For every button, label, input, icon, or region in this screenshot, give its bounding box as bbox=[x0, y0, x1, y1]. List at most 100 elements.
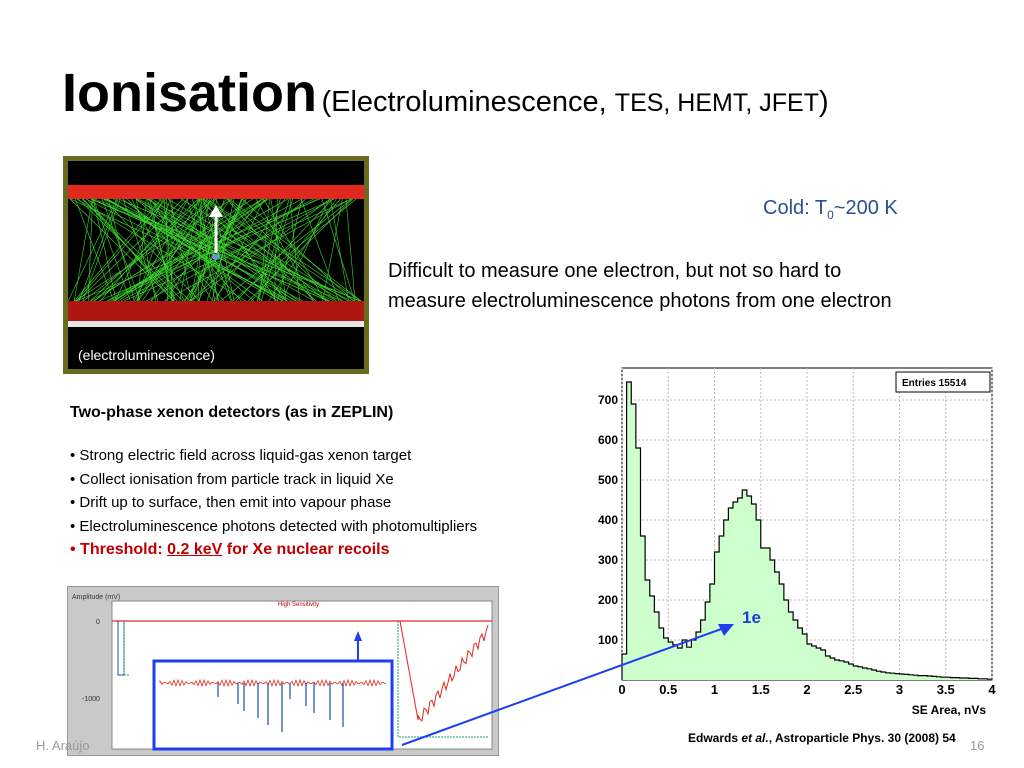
title-main: Ionisation bbox=[62, 63, 317, 123]
sim-photon-ray bbox=[90, 198, 199, 302]
cold-temperature-label: Cold: T0~200 K bbox=[763, 197, 898, 222]
sim-photon-ray bbox=[241, 198, 354, 302]
hist-xticks: 0 0.5 1 1.5 2 2.5 3 3.5 4 bbox=[618, 682, 996, 697]
hist-xtick-label: 3 bbox=[896, 682, 903, 697]
sim-photon-ray bbox=[87, 198, 93, 302]
bullet-item: • Strong electric field across liquid-ga… bbox=[70, 447, 412, 464]
sim-pmt-array-top bbox=[68, 185, 364, 199]
sim-photon-ray bbox=[300, 198, 340, 302]
sim-photon-ray bbox=[141, 198, 212, 302]
hist-fill bbox=[622, 382, 992, 680]
page-number: 16 bbox=[970, 738, 985, 753]
sim-photon-ray bbox=[74, 198, 114, 302]
scope-tick-1000: -1000 bbox=[82, 696, 100, 703]
sim-photon-ray bbox=[213, 198, 286, 302]
sim-photon-ray bbox=[227, 198, 337, 302]
sim-photon-ray bbox=[277, 198, 303, 302]
sim-photon-ray bbox=[94, 198, 362, 302]
threshold-suffix: for Xe nuclear recoils bbox=[222, 541, 390, 558]
sim-photon-ray bbox=[183, 198, 262, 302]
sim-photon-ray bbox=[274, 198, 278, 302]
scope-ylabel: Amplitude (mV) bbox=[72, 594, 120, 601]
sim-photon-ray bbox=[289, 198, 300, 302]
hist-ytick-label: 300 bbox=[598, 553, 618, 567]
sim-photon-rays bbox=[68, 198, 362, 302]
sim-photon-ray bbox=[75, 198, 167, 302]
sim-photon-ray bbox=[268, 198, 337, 302]
hist-xtick-label: 0.5 bbox=[659, 682, 677, 697]
citation-author: Edwards bbox=[688, 731, 742, 745]
sim-photon-ray bbox=[236, 198, 333, 302]
bullet-item: • Collect ionisation from particle track… bbox=[70, 470, 394, 488]
sim-photon-ray bbox=[215, 198, 265, 302]
sim-photon-ray bbox=[322, 198, 343, 302]
hist-xtick-label: 4 bbox=[988, 682, 996, 697]
sim-pmt-array-bottom bbox=[68, 301, 364, 321]
hist-xtick-label: 3.5 bbox=[937, 682, 955, 697]
hist-stats: Entries 15514 bbox=[902, 378, 967, 389]
sim-photon-ray bbox=[127, 198, 225, 302]
hist-ytick-label: 700 bbox=[598, 393, 618, 407]
sim-electron-dot bbox=[212, 254, 220, 260]
sim-photon-ray bbox=[181, 198, 349, 302]
sim-photon-ray bbox=[211, 198, 235, 302]
sim-photon-ray bbox=[220, 198, 353, 302]
scope-trace-green-left bbox=[123, 621, 130, 676]
hist-xtick-label: 2.5 bbox=[844, 682, 862, 697]
difficulty-line-1: Difficult to measure one electron, but n… bbox=[388, 260, 842, 282]
cold-subscript: 0 bbox=[827, 208, 834, 222]
sim-photon-ray bbox=[100, 198, 188, 302]
sim-photon-ray bbox=[106, 198, 278, 302]
hist-grid bbox=[621, 368, 993, 680]
sim-photon-ray bbox=[131, 198, 185, 302]
sim-photon-ray bbox=[74, 198, 162, 302]
cold-suffix: ~200 K bbox=[833, 197, 898, 219]
citation-etal: et al. bbox=[741, 731, 769, 745]
difficulty-text: Difficult to measure one electron, but n… bbox=[388, 256, 1008, 316]
two-phase-heading: Two-phase xenon detectors (as in ZEPLIN) bbox=[70, 404, 394, 421]
sim-photon-ray bbox=[92, 198, 117, 302]
sim-photon-ray bbox=[103, 198, 335, 302]
sim-photon-ray bbox=[93, 198, 131, 302]
scope-tick-0: 0 bbox=[96, 619, 100, 626]
sim-photon-ray bbox=[149, 198, 242, 302]
threshold-prefix: • Threshold: bbox=[70, 541, 168, 558]
hist-xtick-label: 0 bbox=[618, 682, 625, 697]
electroluminescence-simulation-image bbox=[63, 156, 369, 374]
simulation-canvas bbox=[68, 161, 364, 369]
one-electron-label: 1e bbox=[742, 608, 761, 627]
hist-xtick-label: 1.5 bbox=[752, 682, 770, 697]
sim-photon-ray bbox=[197, 198, 202, 302]
inset-red-noise bbox=[159, 678, 387, 688]
sim-photon-ray bbox=[251, 198, 341, 302]
scope-zoom-inset bbox=[152, 659, 394, 751]
sim-photon-ray bbox=[281, 198, 330, 302]
hist-ytick-label: 200 bbox=[598, 593, 618, 607]
footer-author: H. Araújo bbox=[36, 738, 90, 753]
sim-photon-ray bbox=[190, 198, 210, 302]
simulation-drawing bbox=[68, 161, 364, 369]
sim-photon-ray bbox=[93, 198, 253, 302]
threshold-value: 0.2 keV bbox=[167, 541, 223, 558]
citation: Edwards et al., Astroparticle Phys. 30 (… bbox=[688, 731, 956, 745]
slide-title: Ionisation (Electroluminescence, TES, HE… bbox=[62, 62, 829, 124]
title-techs: TES, HEMT, JFET bbox=[614, 89, 819, 117]
sim-photon-ray bbox=[82, 198, 121, 302]
sim-photon-ray bbox=[136, 198, 288, 302]
sim-photon-ray bbox=[122, 198, 159, 302]
hist-xtick-label: 2 bbox=[803, 682, 810, 697]
difficulty-line-2: measure electroluminescence photons from… bbox=[388, 290, 892, 312]
sim-photon-ray bbox=[330, 198, 349, 302]
sim-photon-ray bbox=[226, 198, 315, 302]
sim-photon-ray bbox=[70, 198, 292, 302]
hist-xtick-label: 1 bbox=[711, 682, 718, 697]
sim-photon-ray bbox=[248, 198, 353, 302]
sim-photon-ray bbox=[345, 198, 356, 302]
title-paren-open: (Electroluminescence, bbox=[321, 86, 615, 118]
inset-connector-head bbox=[354, 631, 362, 641]
hist-stats-box bbox=[895, 371, 991, 393]
sim-photon-ray bbox=[69, 198, 175, 302]
sim-photon-ray bbox=[149, 198, 173, 302]
sim-photon-ray bbox=[110, 198, 318, 302]
